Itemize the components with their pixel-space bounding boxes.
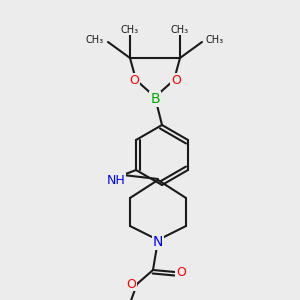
Text: CH₃: CH₃ bbox=[206, 35, 224, 45]
Text: O: O bbox=[171, 74, 181, 86]
Text: NH: NH bbox=[106, 173, 125, 187]
Text: CH₃: CH₃ bbox=[171, 25, 189, 35]
Text: O: O bbox=[176, 266, 186, 278]
Text: O: O bbox=[129, 74, 139, 86]
Text: CH₃: CH₃ bbox=[121, 25, 139, 35]
Text: O: O bbox=[126, 278, 136, 290]
Text: N: N bbox=[153, 235, 163, 249]
Text: B: B bbox=[150, 92, 160, 106]
Text: CH₃: CH₃ bbox=[86, 35, 104, 45]
